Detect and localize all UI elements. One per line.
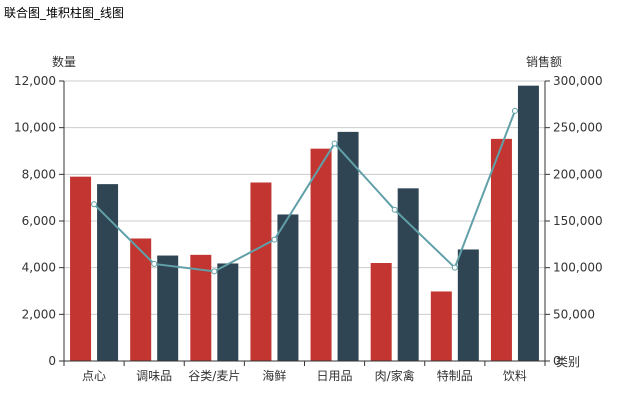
bar bbox=[517, 85, 539, 362]
bar-series bbox=[70, 85, 539, 362]
bar bbox=[250, 182, 272, 361]
bar bbox=[157, 255, 179, 361]
x-tick-label: 点心 bbox=[82, 369, 106, 383]
x-tick-label: 谷类/麦片 bbox=[188, 369, 240, 383]
axes: 0 0 2,000 50,000 4,000 100,000 6,000 150,000 8,0… bbox=[14, 74, 603, 383]
line-point bbox=[91, 201, 98, 208]
line-point bbox=[331, 140, 338, 147]
right-tick-label: 200,000 bbox=[553, 167, 603, 181]
x-tick-label: 日用品 bbox=[317, 369, 353, 383]
left-tick-label: 12,000 bbox=[14, 74, 56, 88]
left-tick-label: 10,000 bbox=[14, 121, 56, 135]
line-point bbox=[151, 260, 158, 267]
bar bbox=[190, 254, 212, 361]
bar bbox=[217, 263, 239, 361]
sales-line bbox=[93, 110, 516, 273]
right-axis-name: 销售额 bbox=[526, 54, 562, 69]
line-point bbox=[451, 264, 458, 271]
x-tick-label: 肉/家禽 bbox=[375, 368, 415, 383]
right-tick-label: 50,000 bbox=[553, 307, 595, 321]
bar bbox=[277, 214, 299, 361]
line-point bbox=[271, 236, 278, 243]
right-tick-label: 100,000 bbox=[553, 261, 603, 275]
chart-title: 联合图_堆积柱图_线图 bbox=[4, 6, 125, 20]
bar bbox=[97, 184, 119, 361]
x-tick-label: 调味品 bbox=[136, 369, 172, 383]
bar bbox=[310, 148, 332, 361]
line-point bbox=[391, 206, 398, 213]
line-series bbox=[91, 107, 518, 275]
x-axis-name: 类别 bbox=[556, 355, 580, 369]
bar bbox=[490, 138, 512, 361]
left-tick-label: 4,000 bbox=[22, 261, 56, 275]
bar bbox=[70, 176, 92, 361]
bar bbox=[130, 238, 152, 361]
bar bbox=[457, 249, 479, 361]
bar bbox=[337, 131, 359, 361]
left-tick-label: 6,000 bbox=[22, 214, 56, 228]
right-tick-label: 300,000 bbox=[553, 74, 603, 88]
right-tick-label: 250,000 bbox=[553, 121, 603, 135]
left-tick-label: 0 bbox=[48, 354, 56, 368]
x-tick-label: 饮料 bbox=[503, 369, 527, 383]
right-tick-label: 0 bbox=[553, 354, 561, 368]
line-point bbox=[211, 268, 218, 275]
x-tick-label: 特制品 bbox=[437, 368, 473, 383]
bar bbox=[430, 291, 452, 361]
right-tick-label: 150,000 bbox=[553, 214, 603, 228]
x-tick-label: 海鲜 bbox=[262, 368, 286, 383]
axis-labels: 数量 销售额 类别 bbox=[52, 54, 580, 369]
left-axis-name: 数量 bbox=[52, 54, 76, 69]
line-point bbox=[511, 107, 518, 114]
left-tick-label: 2,000 bbox=[22, 307, 56, 321]
left-tick-label: 8,000 bbox=[22, 167, 56, 181]
bar bbox=[370, 263, 392, 361]
bar bbox=[397, 188, 419, 361]
